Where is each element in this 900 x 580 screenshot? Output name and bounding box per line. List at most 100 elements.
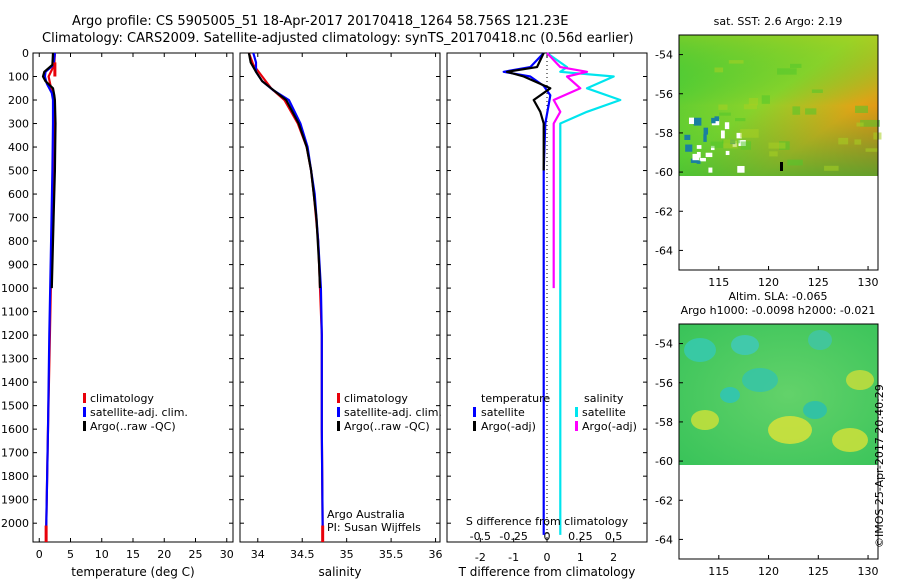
legend-label: Argo(..raw -QC)	[344, 420, 430, 433]
x-tick-label: 5	[67, 548, 74, 561]
depth-tick-label: 700	[8, 212, 29, 225]
legend-title-salinity: salinity	[584, 392, 624, 405]
x-tick-label: -1	[508, 551, 519, 564]
salinity-legend: climatology satellite-adj. clim. Argo(..…	[327, 392, 442, 534]
series-line	[546, 52, 622, 535]
ice-patch	[685, 144, 693, 152]
map-x-tick-label: 120	[758, 276, 779, 289]
x-tick-label: 36	[429, 548, 443, 561]
x-tick-label: 35	[340, 548, 354, 561]
series-line	[41, 52, 57, 289]
ice-patch	[696, 160, 701, 164]
ice-patch	[705, 152, 713, 158]
header-line-2: Climatology: CARS2009. Satellite-adjuste…	[42, 31, 634, 46]
sla-blob	[768, 416, 812, 444]
argo-position-marker	[780, 162, 783, 171]
depth-tick-label: 2000	[1, 517, 29, 530]
legend-label: climatology	[344, 392, 408, 405]
depth-tick-label: 1900	[1, 494, 29, 507]
sst-texture	[768, 142, 786, 149]
difference-plot: -2 -1 0 1 2 -0.5 -0.25 0 0.25 0.5	[470, 52, 622, 564]
x-tick-label: 35.5	[379, 548, 404, 561]
x-tick-label: 34	[251, 548, 265, 561]
ice-patch	[703, 134, 707, 142]
sla-map-frame	[678, 323, 879, 560]
sla-blob	[808, 330, 832, 350]
sst-texture	[723, 139, 738, 149]
sla-map-title: Altim. SLA: -0.065	[728, 290, 827, 303]
legend-swatch-climatology	[83, 393, 86, 403]
legend-swatch-t-argo	[473, 421, 476, 431]
x2-tick-label: -0.5	[470, 530, 491, 543]
legend-swatch-s-satellite	[575, 407, 578, 417]
depth-tick-label: 1600	[1, 423, 29, 436]
sst-texture	[769, 151, 778, 157]
legend-label: satellite	[481, 406, 525, 419]
map-x-tick-label: 130	[858, 276, 879, 289]
sst-texture	[719, 112, 731, 116]
depth-tick-label: 400	[8, 141, 29, 154]
map-y-tick-label: -62	[655, 205, 673, 218]
sla-blob	[832, 428, 868, 452]
sst-texture	[728, 60, 744, 64]
depth-tick-label: 1000	[1, 282, 29, 295]
series-line	[247, 52, 322, 289]
sst-texture	[811, 89, 823, 93]
sst-texture	[740, 141, 752, 150]
sst-texture	[718, 104, 728, 110]
temperature-xlabel: temperature (deg C)	[71, 565, 194, 579]
depth-tick-label: 1800	[1, 470, 29, 483]
sst-texture	[855, 105, 869, 113]
map-x-tick-label: 130	[858, 565, 879, 578]
sla-blob	[846, 370, 874, 390]
legend-swatch-s-argo	[575, 421, 578, 431]
sla-map-axes: 115 120 125 130 -54 -56 -58 -60 -62 -64	[655, 338, 879, 578]
x2-tick-label: 0.25	[568, 530, 593, 543]
temperature-legend: climatology satellite-adj. clim. Argo(..…	[83, 392, 188, 433]
depth-tick-label: 1500	[1, 400, 29, 413]
map-x-tick-label: 125	[808, 276, 829, 289]
depth-tick-label: 900	[8, 259, 29, 272]
imos-credit: ©IMOS 25-Apr-2017 20:40:29	[873, 384, 886, 548]
sla-blob	[731, 335, 759, 355]
map-y-tick-label: -54	[655, 338, 673, 351]
series-line	[546, 52, 589, 289]
sst-texture	[710, 141, 723, 148]
legend-swatch-argo	[337, 421, 340, 431]
depth-tick-label: 1400	[1, 376, 29, 389]
map-y-tick-label: -56	[655, 88, 673, 101]
sst-texture	[748, 97, 759, 106]
x-tick-label: -2	[475, 551, 486, 564]
depth-tick-label: 600	[8, 188, 29, 201]
map-y-tick-label: -60	[655, 455, 673, 468]
legend-swatch-satellite	[337, 407, 340, 417]
x-tick-label: 0	[36, 548, 43, 561]
x-tick-label: 34.5	[290, 548, 315, 561]
ice-patch	[714, 116, 720, 122]
salinity-footnote-1: Argo Australia	[327, 508, 405, 521]
sst-texture	[873, 132, 882, 140]
legend-label: climatology	[90, 392, 154, 405]
legend-swatch-argo	[83, 421, 86, 431]
x-tick-label: 1	[577, 551, 584, 564]
ice-patch	[690, 158, 699, 163]
sst-texture	[743, 104, 758, 110]
ice-patch	[711, 117, 716, 124]
sst-texture	[860, 119, 880, 127]
sst-map-axes: 115 120 125 130 -54 -56 -58 -60 -62 -64	[655, 49, 879, 289]
difference-legend: temperature salinity satellite Argo(-adj…	[473, 392, 637, 433]
sst-texture	[805, 108, 817, 115]
depth-tick-label: 1300	[1, 353, 29, 366]
salinity-plot: 34 34.5 35 35.5 36	[247, 52, 443, 561]
sst-texture	[761, 95, 770, 104]
x2-tick-label: 0	[544, 530, 551, 543]
sla-anomaly-blobs	[684, 330, 874, 452]
map-y-tick-label: -58	[655, 416, 673, 429]
salinity-xlabel: salinity	[318, 565, 361, 579]
sst-map-title: sat. SST: 2.6 Argo: 2.19	[714, 15, 843, 28]
x-tick-label: 20	[157, 548, 171, 561]
depth-tick-label: 800	[8, 235, 29, 248]
legend-label: Argo(..raw -QC)	[90, 420, 176, 433]
map-x-tick-label: 125	[808, 565, 829, 578]
